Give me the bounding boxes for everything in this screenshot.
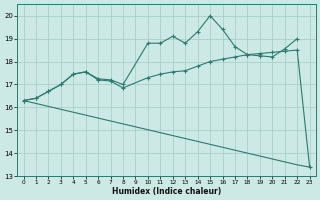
X-axis label: Humidex (Indice chaleur): Humidex (Indice chaleur) (112, 187, 221, 196)
